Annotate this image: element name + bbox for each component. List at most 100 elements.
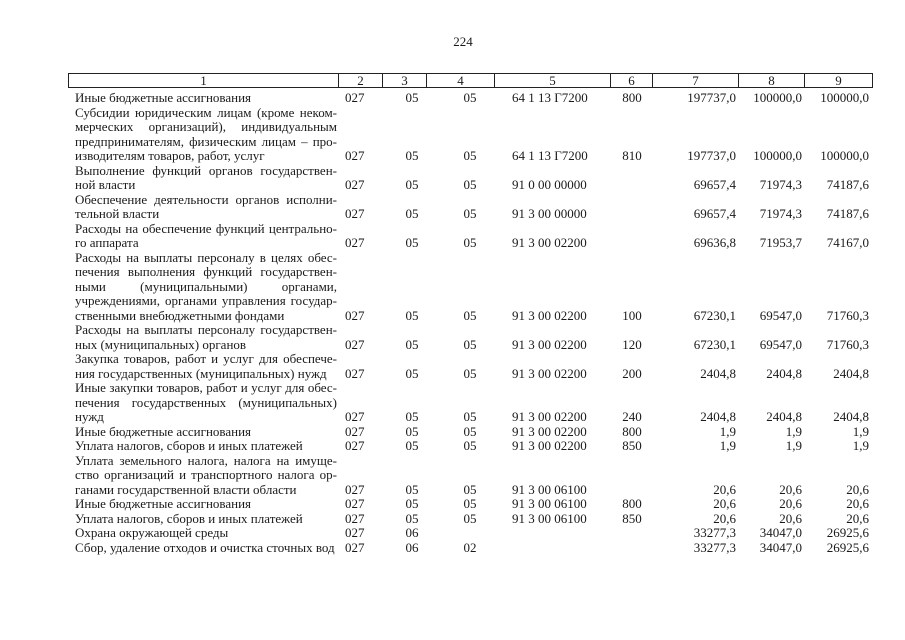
table-cell: 05 [463,481,477,497]
table-cell: 91 3 00 02200 [512,235,587,250]
table-cell: 027 [345,177,365,192]
table-cell: 69657,4 [693,177,736,192]
table-cell: 20,6 [713,481,736,497]
table-cell: 67230,1 [693,336,736,352]
header-cell: 9 [804,73,873,88]
table-cell: 34047,0 [759,525,802,540]
row-description: учреждениями, органами управления госуда… [75,294,337,308]
table-cell: 800 [622,90,642,105]
row-description: Иные закупки товаров, работ и услуг для … [75,381,337,395]
row-description: ганами государственной власти области [75,482,297,497]
row-description: Иные бюджетные ассигнования [75,91,252,105]
table-cell: 100000,0 [820,90,869,105]
row-description: Иные бюджетные ассигнования [75,497,252,511]
row-description: печения выполнения функций государствен- [75,265,337,279]
table-cell: 05 [405,423,419,439]
table-cell: 05 [405,206,419,221]
row-description: ной власти [75,178,136,192]
table-cell: 100 [622,307,642,323]
table-cell: 05 [405,235,419,250]
table-cell: 1,9 [785,438,802,453]
header-cell: 3 [382,73,427,88]
table-cell: 027 [345,365,365,381]
page-number: 224 [453,34,473,49]
table-cell: 027 [345,438,365,453]
table-cell: 05 [405,177,419,192]
table-cell: 240 [622,409,642,424]
table-cell: 64 1 13 Г7200 [512,148,588,163]
row-description: ния государственных (муниципальных) нужд [75,366,327,381]
header-cell: 8 [738,73,805,88]
table-cell: 64 1 13 Г7200 [512,90,588,105]
table-cell: 2404,8 [766,409,802,424]
table-cell: 800 [622,496,642,511]
row-description: ными (муниципальными) органами, казенным… [75,279,337,294]
table-cell: 06 [405,525,419,540]
row-description: ственными внебюджетными фондами [75,308,285,323]
table-cell: 05 [463,423,477,439]
table-cell: 027 [345,423,365,439]
table-cell: 71760,3 [826,307,869,323]
table-cell: 1,9 [719,438,736,453]
row-description: нужд [75,410,104,424]
table-cell: 33277,3 [693,525,736,540]
table-cell: 027 [345,409,365,424]
row-description: Расходы на обеспечение функций центральн… [75,221,337,236]
table-cell: 027 [345,206,365,221]
table-cell: 20,6 [779,496,802,511]
row-description: Расходы на выплаты персоналу в целях обе… [75,250,337,265]
table-cell: 197737,0 [687,90,736,105]
table-cell: 05 [405,409,419,424]
table-cell: 05 [463,496,477,511]
table-cell: 05 [463,409,477,424]
table-cell: 91 3 00 02200 [512,307,587,323]
table-cell: 800 [622,423,642,439]
table-cell: 05 [405,90,419,105]
header-cell: 6 [610,73,653,88]
table-cell: 69636,8 [693,235,736,250]
table-cell: 33277,3 [693,539,736,555]
table-cell: 05 [463,365,477,381]
table-cell: 100000,0 [753,148,802,163]
table-cell: 05 [405,496,419,511]
table-cell: 71953,7 [759,235,802,250]
table-cell: 20,6 [713,510,736,526]
table-cell: 1,9 [785,423,802,439]
table-cell: 06 [405,539,419,555]
table-cell: 027 [345,307,365,323]
table-cell: 71974,3 [759,206,802,221]
header-cell: 4 [426,73,495,88]
row-description: Обеспечение деятельности органов исполни… [75,192,337,207]
row-description: Сбор, удаление отходов и очистка сточных… [75,540,335,555]
table-cell: 74187,6 [826,177,869,192]
table-cell: 027 [345,539,365,555]
header-cell: 7 [652,73,739,88]
table-cell: 05 [463,148,477,163]
table-cell: 05 [405,365,419,381]
table-cell: 20,6 [713,496,736,511]
table-cell: 027 [345,90,365,105]
table-cell: 05 [405,336,419,352]
table-cell: 2404,8 [766,365,802,381]
table-cell: 05 [463,90,477,105]
table-cell: 850 [622,510,642,526]
table-cell: 2404,8 [833,409,869,424]
row-description: Иные бюджетные ассигнования [75,424,252,439]
table-cell: 05 [463,235,477,250]
table-cell: 26925,6 [826,539,869,555]
table-cell: 74187,6 [826,206,869,221]
table-cell: 027 [345,336,365,352]
table-cell: 91 3 00 02200 [512,423,587,439]
row-description: тельной власти [75,207,160,221]
table-cell: 027 [345,481,365,497]
table-cell: 71760,3 [826,336,869,352]
row-description: го аппарата [75,236,139,250]
table-cell: 05 [405,148,419,163]
row-description: Субсидии юридическим лицам (кроме неком- [75,105,337,120]
table-cell: 34047,0 [759,539,802,555]
table-cell: 69547,0 [759,336,802,352]
table-cell: 05 [463,177,477,192]
table-cell: 91 3 00 02200 [512,409,587,424]
table-cell: 05 [405,510,419,526]
